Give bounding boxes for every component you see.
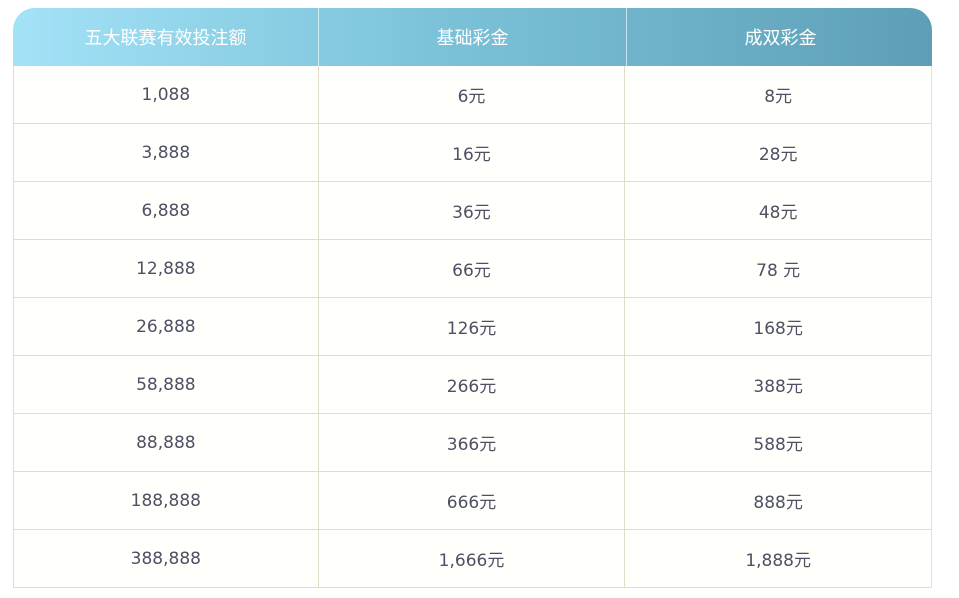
- cell-double-bonus: 48元: [624, 182, 931, 239]
- table-row: 26,888 126元 168元: [14, 298, 931, 356]
- cell-base-bonus: 1,666元: [317, 530, 625, 587]
- table-row: 188,888 666元 888元: [14, 472, 931, 530]
- cell-double-bonus: 168元: [624, 298, 931, 355]
- cell-bet-amount: 26,888: [136, 316, 196, 337]
- cell-double-bonus: 78 元: [624, 240, 931, 297]
- table-body: 1,088 6元 8元 3,888 16元 28元 6,888 36元 48元 12,888 66元…: [13, 66, 932, 588]
- table-row: 388,888 1,666元 1,888元: [14, 530, 931, 588]
- cell-base-bonus: 36元: [317, 182, 625, 239]
- cell-base-bonus: 266元: [317, 356, 625, 413]
- cell-double-bonus: 588元: [624, 414, 931, 471]
- cell-double-bonus: 388元: [624, 356, 931, 413]
- table-row: 12,888 66元 78 元: [14, 240, 931, 298]
- cell-double-bonus: 8元: [624, 66, 931, 123]
- cell-base-bonus: 16元: [317, 124, 625, 181]
- cell-bet-amount: 88,888: [136, 432, 196, 453]
- table-row: 58,888 266元 388元: [14, 356, 931, 414]
- table-header: 五大联赛有效投注额 基础彩金 成双彩金: [13, 8, 932, 66]
- table-row: 1,088 6元 8元: [14, 66, 931, 124]
- table-row: 3,888 16元 28元: [14, 124, 931, 182]
- cell-base-bonus: 126元: [317, 298, 625, 355]
- cell-bet-amount: 12,888: [136, 258, 196, 279]
- cell-double-bonus: 28元: [624, 124, 931, 181]
- cell-bet-amount: 1,088: [141, 84, 191, 105]
- header-bet-amount: 五大联赛有效投注额: [84, 28, 247, 49]
- cell-bet-amount: 58,888: [136, 374, 196, 395]
- cell-double-bonus: 888元: [624, 472, 931, 529]
- cell-bet-amount: 6,888: [141, 200, 191, 221]
- header-base-bonus: 基础彩金: [318, 8, 626, 66]
- table-row: 6,888 36元 48元: [14, 182, 931, 240]
- table-row: 88,888 366元 588元: [14, 414, 931, 472]
- cell-base-bonus: 666元: [317, 472, 625, 529]
- cell-bet-amount: 188,888: [130, 490, 201, 511]
- cell-bet-amount: 388,888: [130, 548, 201, 569]
- cell-bet-amount: 3,888: [141, 142, 191, 163]
- cell-base-bonus: 66元: [317, 240, 625, 297]
- cell-double-bonus: 1,888元: [624, 530, 931, 587]
- header-double-bonus: 成双彩金: [626, 8, 934, 66]
- cell-base-bonus: 366元: [317, 414, 625, 471]
- cell-base-bonus: 6元: [317, 66, 625, 123]
- bonus-table: 五大联赛有效投注额 基础彩金 成双彩金 1,088 6元 8元 3,888 16元 28元…: [13, 8, 932, 588]
